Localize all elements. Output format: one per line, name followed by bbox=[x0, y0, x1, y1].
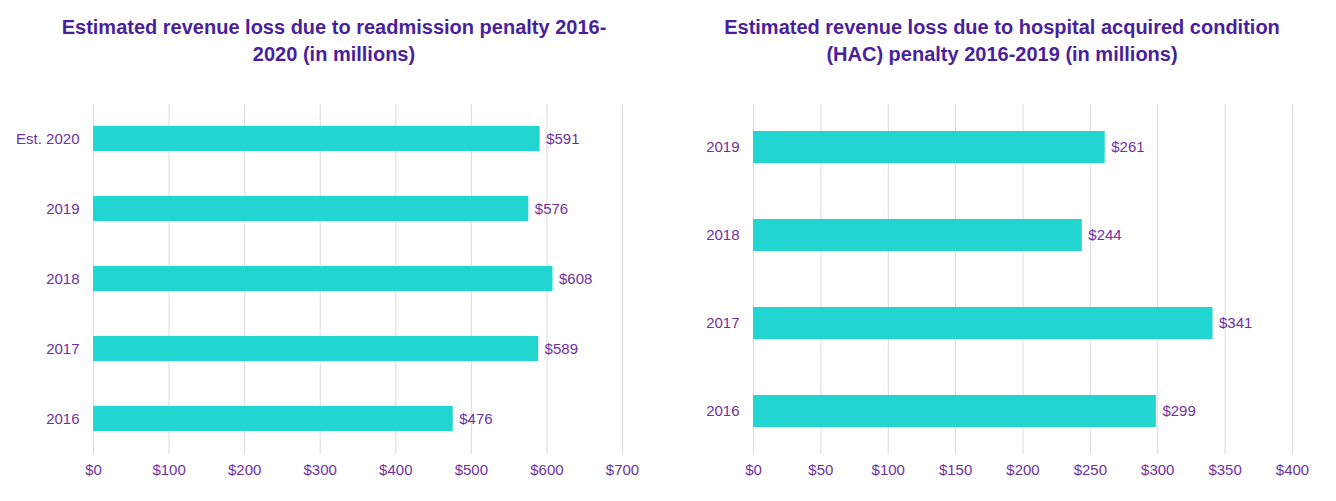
svg-text:$100: $100 bbox=[152, 461, 185, 478]
svg-text:2017: 2017 bbox=[706, 314, 739, 331]
svg-text:2018: 2018 bbox=[46, 270, 79, 287]
html-text:Estimated revenue loss due to: Estimated revenue loss due to readmissio… bbox=[61, 16, 607, 65]
svg-text:Est. 2020: Est. 2020 bbox=[16, 130, 79, 147]
svg-text:$300: $300 bbox=[1141, 461, 1174, 478]
svg-text:2017: 2017 bbox=[46, 340, 79, 357]
svg-text:$250: $250 bbox=[1074, 461, 1107, 478]
svg-text:$300: $300 bbox=[304, 461, 337, 478]
svg-text:2016: 2016 bbox=[706, 402, 739, 419]
svg-text:$200: $200 bbox=[1006, 461, 1039, 478]
svg-text:$0: $0 bbox=[85, 461, 102, 478]
svg-text:$100: $100 bbox=[872, 461, 905, 478]
svg-text:$150: $150 bbox=[939, 461, 972, 478]
svg-text:$589: $589 bbox=[545, 340, 578, 357]
svg-text:2019: 2019 bbox=[706, 138, 739, 155]
svg-text:$341: $341 bbox=[1219, 314, 1252, 331]
svg-text:$400: $400 bbox=[379, 461, 412, 478]
svg-text:$500: $500 bbox=[455, 461, 488, 478]
svg-text:$608: $608 bbox=[559, 270, 592, 287]
svg-text:$200: $200 bbox=[228, 461, 261, 478]
svg-text:$476: $476 bbox=[459, 410, 492, 427]
svg-text:$591: $591 bbox=[546, 130, 579, 147]
svg-text:$400: $400 bbox=[1276, 461, 1309, 478]
svg-text:2018: 2018 bbox=[706, 226, 739, 243]
svg-text:$50: $50 bbox=[808, 461, 833, 478]
svg-text:$299: $299 bbox=[1162, 402, 1195, 419]
svg-text:2019: 2019 bbox=[46, 200, 79, 217]
svg-text:$0: $0 bbox=[745, 461, 762, 478]
html-text:Estimated revenue loss due to: Estimated revenue loss due to hospital a… bbox=[724, 16, 1280, 65]
svg-text:2016: 2016 bbox=[46, 410, 79, 427]
svg-text:$261: $261 bbox=[1111, 138, 1144, 155]
svg-text:$350: $350 bbox=[1208, 461, 1241, 478]
svg-text:$700: $700 bbox=[606, 461, 639, 478]
svg-text:$600: $600 bbox=[530, 461, 563, 478]
svg-text:$244: $244 bbox=[1088, 226, 1121, 243]
svg-text:$576: $576 bbox=[535, 200, 568, 217]
